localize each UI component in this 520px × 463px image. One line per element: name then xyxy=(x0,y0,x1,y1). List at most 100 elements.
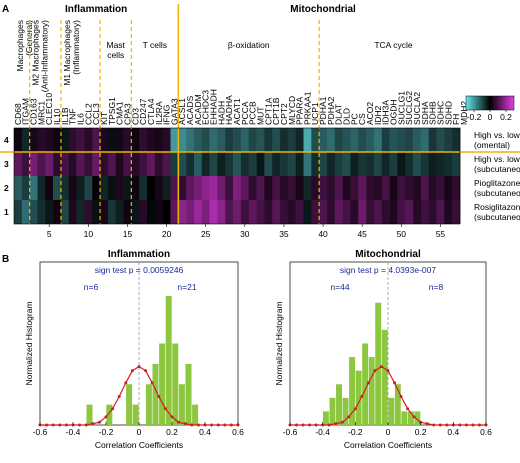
colorbar xyxy=(465,95,515,111)
heatmap-cell xyxy=(233,200,242,224)
heatmap-cell xyxy=(233,176,242,200)
heatmap-cell xyxy=(326,128,336,152)
heatmap-cell xyxy=(233,152,242,176)
heatmap-cell xyxy=(14,176,23,200)
heatmap-cell xyxy=(100,128,109,152)
heatmap-cell xyxy=(29,128,38,152)
heatmap-cell xyxy=(107,200,117,224)
heatmap-cell xyxy=(14,152,23,176)
gene-label: MRC1 xyxy=(36,101,46,125)
fit-point xyxy=(386,369,390,373)
row-number: 4 xyxy=(4,135,9,145)
heatmap-cell xyxy=(413,128,422,152)
heatmap-cell xyxy=(53,176,62,200)
x-tick-label: 10 xyxy=(84,229,94,239)
x-tick-label: 25 xyxy=(201,229,211,239)
heatmap-cell xyxy=(186,152,195,176)
heatmap-cell xyxy=(217,128,226,152)
heatmap-cell xyxy=(334,200,343,224)
heatmap-cell xyxy=(350,128,359,152)
heatmap-cell xyxy=(303,128,312,152)
subgroup-label: cells xyxy=(107,50,124,60)
fit-point xyxy=(97,420,101,424)
x-axis-label: Correlation Coefficients xyxy=(95,440,183,450)
row-number: 1 xyxy=(4,207,9,217)
gene-label: ACO2 xyxy=(365,102,375,125)
gene-label: HADHA xyxy=(224,95,234,125)
heatmap-frame xyxy=(13,127,461,225)
fit-point xyxy=(366,381,370,385)
fit-point xyxy=(170,415,174,419)
heatmap-cell xyxy=(147,200,156,224)
annotation: sign test p = 4.0393e-007 xyxy=(340,265,436,275)
heatmap-cell xyxy=(29,176,38,200)
gene-label: IL1B xyxy=(60,107,70,125)
heatmap-cell xyxy=(452,152,461,176)
row-label: High vs. low HomaIR xyxy=(474,154,520,164)
fit-point xyxy=(379,365,383,369)
heatmap-cell xyxy=(319,152,328,176)
heatmap-cell xyxy=(139,128,148,152)
subgroup-label: (General) xyxy=(24,20,34,56)
heatmap-cell xyxy=(428,152,437,176)
fit-point xyxy=(353,407,357,411)
heatmap-cell xyxy=(45,176,54,200)
heatmap-cell xyxy=(287,200,296,224)
fit-point xyxy=(163,407,167,411)
heatmap-cell xyxy=(76,200,85,224)
gene-label: FH xyxy=(451,114,461,125)
heatmap-cell xyxy=(358,152,367,176)
histogram-bar xyxy=(375,302,382,425)
heatmap-cell xyxy=(420,200,430,224)
gene-label: CD163 xyxy=(29,98,39,125)
x-axis-label: Correlation Coefficients xyxy=(344,440,432,450)
fit-point xyxy=(295,423,299,427)
fit-point xyxy=(196,423,200,427)
histogram-bar xyxy=(401,411,408,425)
heatmap-cell xyxy=(272,176,281,200)
histogram-bar xyxy=(86,404,93,425)
heatmap-cell xyxy=(272,128,281,152)
gene-label: ACADM xyxy=(193,94,203,125)
fit-point xyxy=(78,423,82,427)
gene-label: CD3 xyxy=(130,108,140,125)
heatmap-cell xyxy=(53,200,62,224)
x-tick-label: -0.4 xyxy=(315,427,330,437)
heatmap-cell xyxy=(92,200,101,224)
subgroup-label: M2 Macrophages xyxy=(31,20,41,86)
heatmap-cell xyxy=(420,128,430,152)
heatmap-cell xyxy=(100,176,109,200)
gene-label: IFNG xyxy=(162,105,172,125)
gene-label: ACSL1 xyxy=(177,98,187,125)
heatmap-cell xyxy=(68,152,77,176)
heatmap-cell xyxy=(444,200,453,224)
heatmap-cell xyxy=(311,200,320,224)
heatmap-cell xyxy=(248,200,257,224)
heatmap-cell xyxy=(436,200,445,224)
heatmap-cell xyxy=(342,128,351,152)
heatmap-cell xyxy=(272,200,281,224)
heatmap-cell xyxy=(405,128,414,152)
gene-label: DLAT xyxy=(334,104,344,125)
heatmap-cell xyxy=(100,152,109,176)
subgroup-label: (Anti-Inflammatory) xyxy=(40,20,50,92)
heatmap-cell xyxy=(178,128,187,152)
heatmap-cell xyxy=(342,200,351,224)
row-label: Rosiglitazone Treatment xyxy=(474,202,520,212)
histogram-bar xyxy=(152,363,159,425)
x-tick-label: -0.2 xyxy=(99,427,114,437)
fit-point xyxy=(432,423,436,427)
gene-label: SUCLG2 xyxy=(404,91,414,125)
count-left: n=44 xyxy=(330,282,349,292)
gene-label: PCCB xyxy=(248,101,258,125)
heatmap-cell xyxy=(295,200,304,224)
heatmap-cell xyxy=(428,200,437,224)
heatmap-cell xyxy=(311,176,320,200)
heatmap-cell xyxy=(201,152,210,176)
heatmap-cell xyxy=(68,128,77,152)
heatmap-cell xyxy=(170,200,179,224)
y-axis-label: Normalized Histogram xyxy=(274,301,284,385)
heatmap-cell xyxy=(115,152,124,176)
fit-point xyxy=(393,381,397,385)
heatmap-cell xyxy=(444,152,453,176)
